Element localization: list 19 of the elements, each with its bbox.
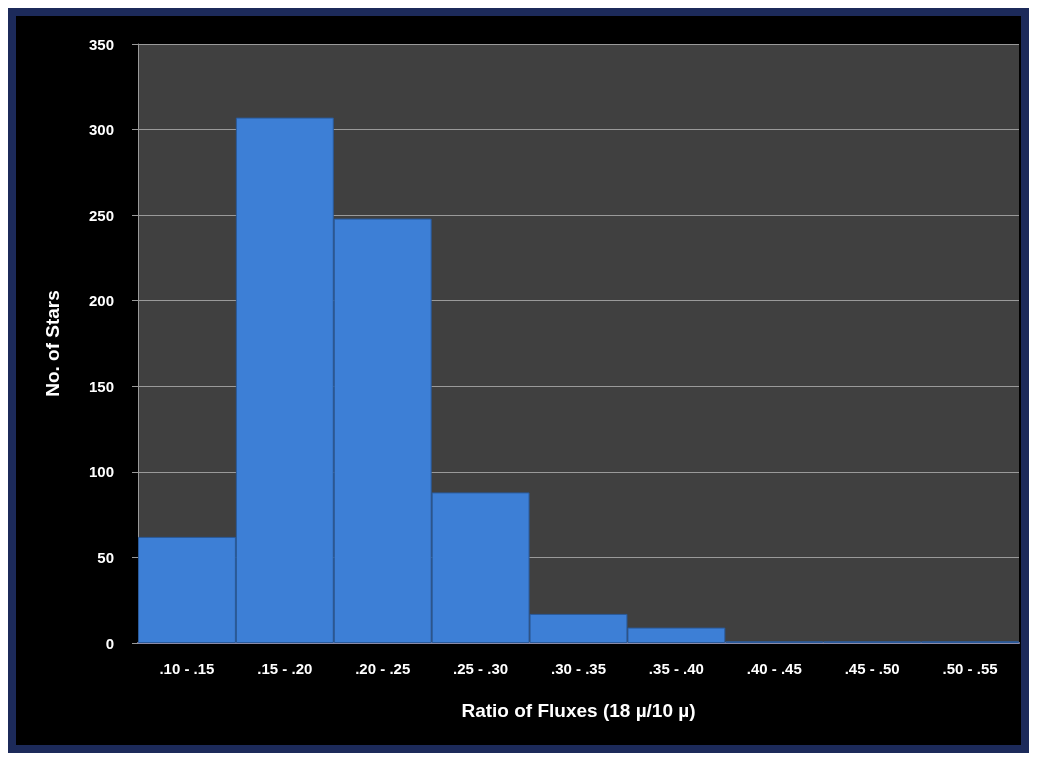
x-tick-label: .40 - .45 [746,660,802,677]
y-tick-label: 0 [105,634,114,652]
y-tick-label: 50 [97,548,114,566]
x-tick-label: .50 - .55 [942,660,998,677]
y-tick-label: 300 [88,121,114,139]
y-tick-label: 100 [88,463,114,481]
x-axis-title: Ratio of Fluxes (18 µ/10 µ) [461,700,696,721]
x-tick-label: .25 - .30 [453,660,509,677]
x-tick-label: .20 - .25 [355,660,411,677]
x-tick-label: .45 - .50 [844,660,900,677]
y-axis-title: No. of Stars [42,290,63,397]
y-tick-label: 250 [88,206,114,224]
x-tick-label: .30 - .35 [550,660,607,677]
y-tick-label: 350 [88,35,114,53]
x-tick-label: .35 - .40 [648,660,704,677]
x-tick-label: .10 - .15 [159,660,215,677]
x-tick-label: .15 - .20 [257,660,313,677]
y-tick-label: 150 [88,377,114,395]
y-tick-label: 200 [88,292,114,310]
